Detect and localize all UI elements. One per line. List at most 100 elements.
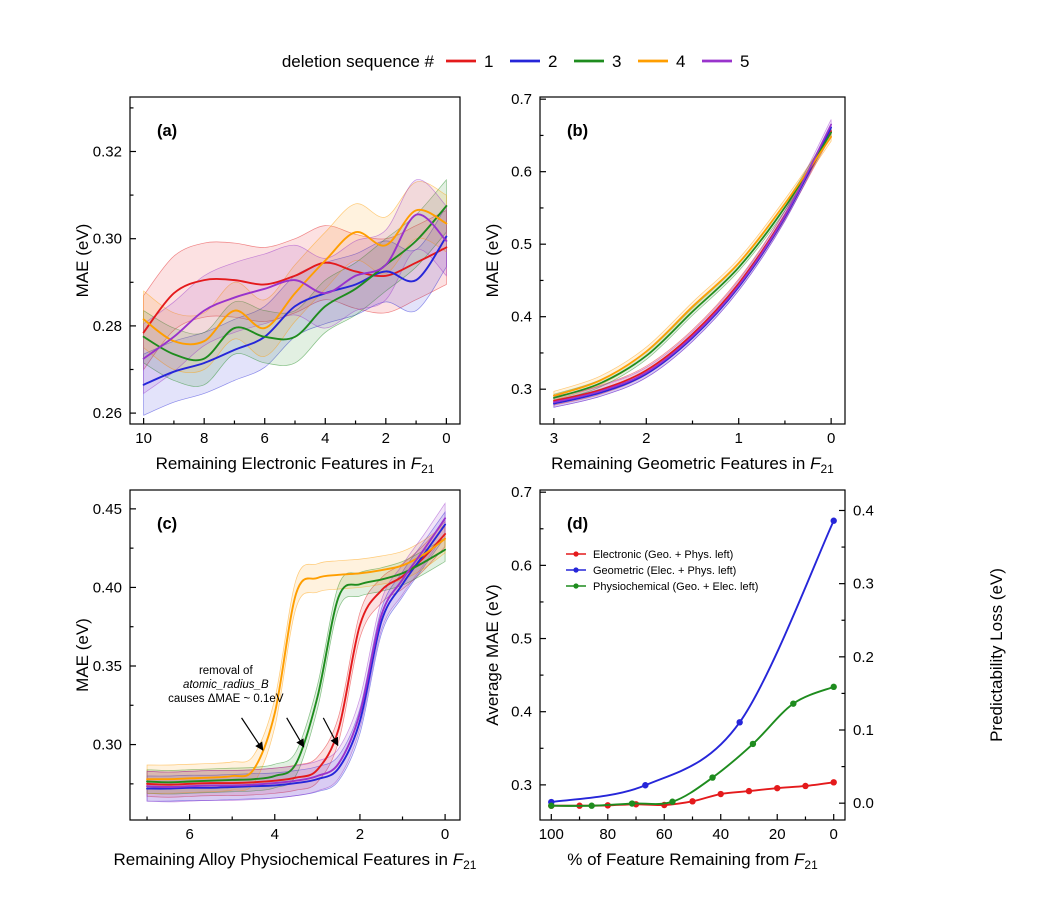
panel-a-series-5-band xyxy=(143,179,447,395)
panel-b: 3 2 1 0 0.3 0.4 0.5 0.6 0.7 Remaining Geometric F… xyxy=(483,91,846,476)
panel-b-x-tick-label: 3 xyxy=(550,430,558,447)
panel-b-label: (b) xyxy=(567,122,588,140)
panel-b-series-2-band xyxy=(553,123,832,408)
panel-b-series-3-line xyxy=(553,131,832,399)
panel-b-series-2-line xyxy=(553,126,832,405)
panel-a-series-4-line xyxy=(142,208,448,346)
panel-d-y2-tick-label: 0.2 xyxy=(853,649,874,666)
panel-d-plot-area xyxy=(548,517,837,809)
panel-d-y-tick-label: 0.6 xyxy=(511,557,532,574)
panel-d-series-Geometric-Elec-Phys-left--line xyxy=(550,519,835,804)
panel-b-frame xyxy=(539,96,846,425)
panel-d-x-tick-label: 80 xyxy=(599,826,616,843)
panel-b-x-tick-label: 2 xyxy=(642,430,650,447)
panel-d-data-point xyxy=(669,798,676,805)
panel-b-series-1-band xyxy=(553,126,832,406)
legend-entry-number: 4 xyxy=(676,52,685,71)
legend-marker-dot xyxy=(573,551,579,557)
panel-a-x-tick-label: 4 xyxy=(321,430,329,447)
panel-d-y2-tick-label: 0.0 xyxy=(853,795,874,812)
panel-a-y-axis xyxy=(130,107,136,414)
panel-a-x-axis xyxy=(143,418,447,424)
panel-a-x-tick-label: 0 xyxy=(442,430,450,447)
panel-d-x-label: % of Feature Remaining from F21 xyxy=(567,850,818,872)
panel-d-data-point xyxy=(588,802,595,809)
legend-marker-dot xyxy=(573,583,579,589)
panel-c-x-tick-label: 6 xyxy=(185,826,193,843)
panel-d-y-axis xyxy=(540,491,546,786)
panel-b-y-tick-label: 0.5 xyxy=(511,236,532,253)
panel-d-y2-axis xyxy=(839,509,845,804)
panel-c-label: (c) xyxy=(157,515,177,533)
panel-c-frame xyxy=(129,489,461,821)
panel-d-y-label: Average MAE (eV) xyxy=(483,584,502,725)
panel-b-x-label: Remaining Geometric Features in F21 xyxy=(551,454,834,476)
figure-legend: deletion sequence # 1 2 3 4 5 xyxy=(282,52,750,71)
panel-b-series-4-line xyxy=(553,136,832,397)
panel-d-x-tick-label: 100 xyxy=(539,826,564,843)
panel-a-y-tick-label: 0.28 xyxy=(93,318,122,335)
panel-c-x-tick-label: 0 xyxy=(441,826,449,843)
panel-d-legend-entry: Geometric (Elec. + Phys. left) xyxy=(566,565,736,577)
panel-d-y2-tick-label: 0.4 xyxy=(853,502,874,519)
panel-a-x-tick-label: 10 xyxy=(135,430,152,447)
panel-d-y-tick-label: 0.5 xyxy=(511,631,532,648)
legend-entry-label: Physiochemical (Geo. + Elec. left) xyxy=(593,581,758,593)
panel-c-y-tick-label: 0.45 xyxy=(93,501,122,518)
panel-d-data-point xyxy=(642,782,649,789)
panel-a-y-tick-label: 0.30 xyxy=(93,231,122,248)
panel-d-y-tick-label: 0.7 xyxy=(511,484,532,501)
panel-a-series-2-line xyxy=(142,235,448,386)
panel-d-data-point xyxy=(548,802,555,809)
panel-d-data-point xyxy=(830,779,837,786)
panel-d-legend-entry: Electronic (Geo. + Phys. left) xyxy=(566,549,733,561)
panel-d-data-point xyxy=(628,800,636,807)
legend-entry-label: Electronic (Geo. + Phys. left) xyxy=(593,549,733,561)
panel-d-x-axis xyxy=(550,814,835,820)
panel-d-x-tick-label: 0 xyxy=(830,826,838,843)
legend-entry-number: 2 xyxy=(548,52,557,71)
annotation-text-line: causes ΔMAE ~ 0.1eV xyxy=(168,693,284,705)
panel-c-plot-area xyxy=(146,502,447,803)
panel-d-y2-label: Predictability Loss (eV) xyxy=(987,568,1006,742)
panel-d-series-Physiochemical-Geo-Elec-left--line xyxy=(550,685,835,807)
panel-c-series-1-line xyxy=(146,533,447,786)
legend-marker-dot xyxy=(573,567,579,573)
panel-a-series-5-line xyxy=(142,213,448,360)
panel-c-series-2-line xyxy=(146,523,447,790)
annotation-arrow xyxy=(286,717,305,748)
panel-b-plot-area xyxy=(553,119,832,408)
panel-d-data-point xyxy=(736,719,743,726)
panel-b-series-3-band xyxy=(553,127,832,402)
panel-d-data-point xyxy=(830,517,837,524)
panel-d-data-point xyxy=(745,787,753,795)
panel-d-legend-entry: Physiochemical (Geo. + Elec. left) xyxy=(566,581,758,593)
panel-d-y2-tick-label: 0.3 xyxy=(853,576,874,593)
annotation-arrow xyxy=(322,717,339,747)
figure-legend-entry: 1 xyxy=(446,52,493,71)
panel-d-legend: Electronic (Geo. + Phys. left) Geometric … xyxy=(566,549,758,593)
panel-b-y-tick-label: 0.6 xyxy=(511,164,532,181)
panel-a-plot-area xyxy=(142,178,448,416)
panel-d-data-point xyxy=(717,790,724,798)
legend-entry-number: 3 xyxy=(612,52,621,71)
panel-b-x-axis xyxy=(553,418,832,424)
panel-b-series-5-band xyxy=(553,119,832,408)
panel-c-series-5-line xyxy=(146,517,447,788)
panel-a-label: (a) xyxy=(157,122,177,140)
panel-d-y-tick-label: 0.3 xyxy=(511,777,532,794)
panel-c-y-tick-label: 0.35 xyxy=(93,658,122,675)
panel-d-x-tick-label: 60 xyxy=(656,826,673,843)
figure-legend-entry: 3 xyxy=(574,52,621,71)
panel-d-data-point xyxy=(709,774,716,781)
panel-c-x-axis xyxy=(146,814,446,820)
panel-a-series-3-line xyxy=(142,205,448,362)
panel-a-x-tick-label: 6 xyxy=(261,430,269,447)
panel-d-data-point xyxy=(689,798,696,805)
figure-legend-entry: 5 xyxy=(702,52,749,71)
panel-d-y2-tick-label: 0.1 xyxy=(853,722,874,739)
panel-a-x-label: Remaining Electronic Features in F21 xyxy=(156,454,435,476)
panel-c-series-3-band xyxy=(146,537,446,795)
panel-b-x-tick-label: 0 xyxy=(827,430,835,447)
